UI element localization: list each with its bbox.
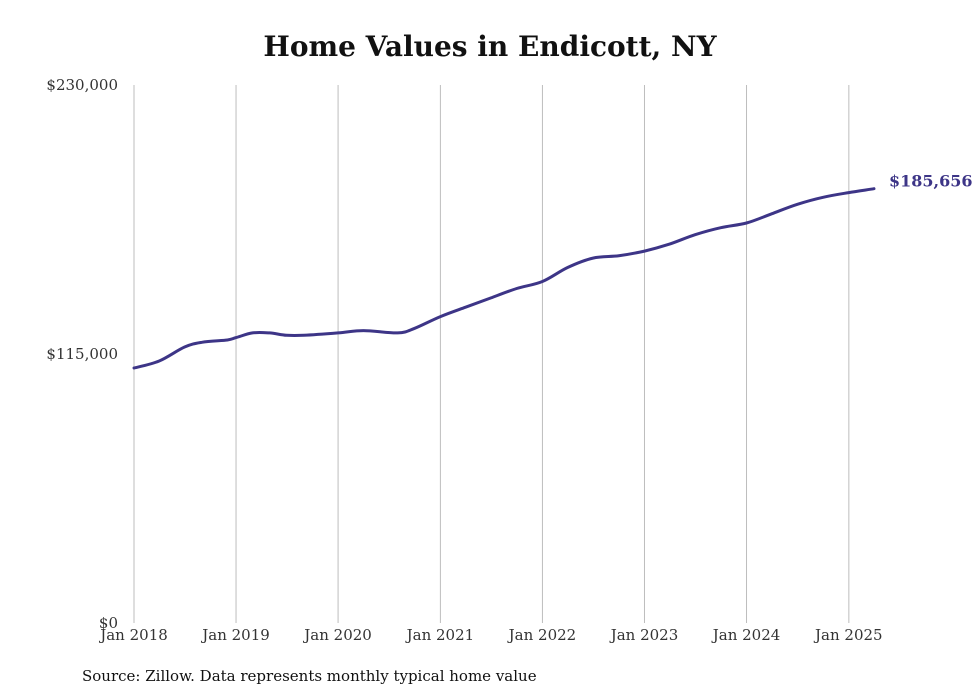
x-tick-label: Jan 2018 [98, 626, 168, 644]
x-tick-label: Jan 2019 [200, 626, 270, 644]
chart-title: Home Values in Endicott, NY [263, 30, 717, 63]
end-value-label: $185,656 [889, 172, 973, 191]
x-tick-label: Jan 2024 [711, 626, 781, 644]
x-tick-label: Jan 2025 [813, 626, 883, 644]
y-tick-label: $230,000 [46, 76, 118, 94]
y-tick-label: $115,000 [46, 345, 118, 363]
x-tick-label: Jan 2022 [507, 626, 577, 644]
y-tick-label: $0 [99, 614, 118, 632]
y-axis-ticks: $0 $115,000 $230,000 [46, 76, 118, 632]
x-tick-label: Jan 2021 [405, 626, 475, 644]
series-line-home-value [132, 187, 876, 370]
x-tick-label: Jan 2023 [609, 626, 679, 644]
x-tick-label: Jan 2020 [302, 626, 372, 644]
source-note: Source: Zillow. Data represents monthly … [82, 667, 537, 685]
x-axis-ticks: Jan 2018 Jan 2019 Jan 2020 Jan 2021 Jan 2022… [98, 626, 882, 644]
gridlines [133, 85, 850, 623]
